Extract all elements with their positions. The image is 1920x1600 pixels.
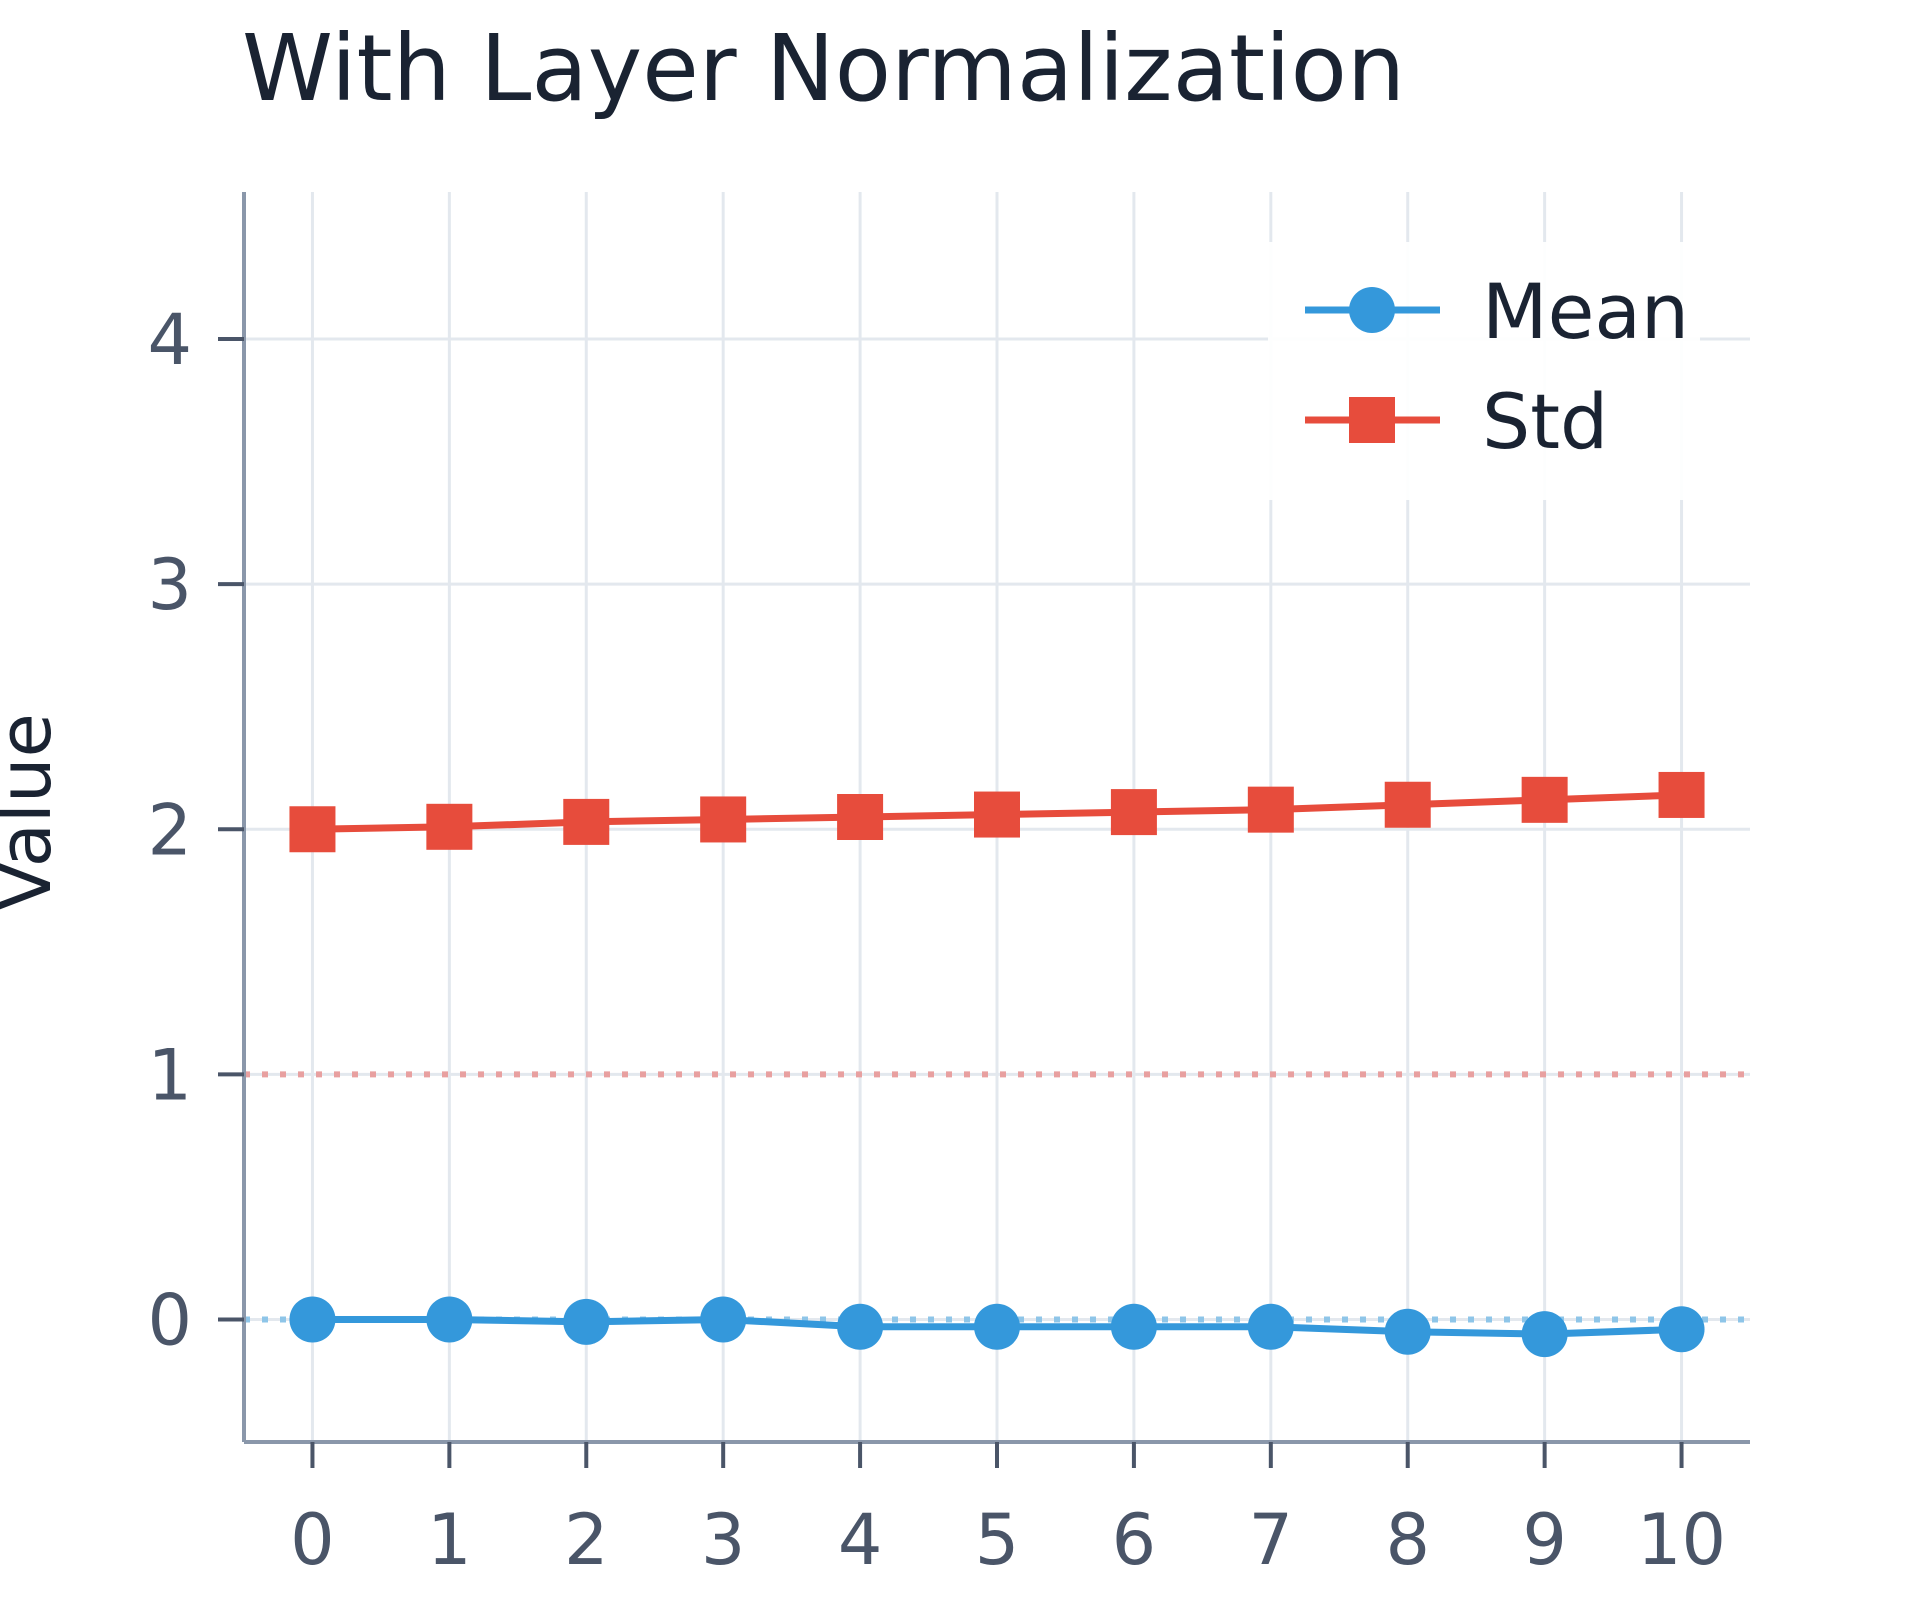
- y-tick-label-2: 2: [147, 789, 192, 871]
- y-tick-label-4: 4: [147, 299, 192, 381]
- std-point-7: [1247, 786, 1294, 833]
- mean-point-7: [1247, 1303, 1294, 1350]
- mean-point-8: [1384, 1308, 1431, 1355]
- legend-std-label: Std: [1482, 377, 1608, 466]
- chart-title: With Layer Normalization: [242, 15, 1405, 122]
- y-tick-label-3: 3: [147, 544, 192, 626]
- std-point-10: [1658, 771, 1705, 818]
- std-point-0: [289, 806, 336, 853]
- mean-point-1: [426, 1296, 473, 1343]
- x-tick-label-4: 4: [838, 1499, 883, 1581]
- legend-box: [1268, 242, 1700, 500]
- legend-std-marker: [1349, 397, 1395, 443]
- mean-point-3: [700, 1296, 747, 1343]
- mean-point-0: [289, 1296, 336, 1343]
- mean-point-4: [837, 1303, 884, 1350]
- series-mean: [289, 1296, 1705, 1358]
- x-tick-label-6: 6: [1112, 1499, 1157, 1581]
- x-tick-label-7: 7: [1249, 1499, 1294, 1581]
- legend-mean-marker: [1349, 287, 1395, 333]
- mean-point-5: [974, 1303, 1020, 1350]
- std-point-2: [563, 798, 610, 845]
- axes: 0 1 2 3 4 0 1 2 3 4 5 6 7 8 9 10: [147, 192, 1750, 1581]
- y-tick-label-1: 1: [147, 1034, 192, 1116]
- legend: Mean Std: [1268, 242, 1700, 500]
- std-point-1: [426, 803, 473, 850]
- mean-point-6: [1110, 1303, 1157, 1350]
- legend-mean-label: Mean: [1482, 267, 1689, 356]
- std-point-3: [700, 796, 747, 843]
- std-point-9: [1521, 776, 1568, 823]
- std-point-6: [1110, 789, 1157, 836]
- x-tick-label-0: 0: [290, 1499, 335, 1581]
- legend-item-std: Std: [1305, 377, 1608, 466]
- legend-item-mean: Mean: [1305, 267, 1689, 356]
- std-point-5: [974, 791, 1020, 838]
- mean-point-2: [563, 1298, 610, 1345]
- mean-point-9: [1521, 1311, 1568, 1358]
- x-tick-label-2: 2: [564, 1499, 609, 1581]
- x-tick-label-8: 8: [1385, 1499, 1430, 1581]
- mean-point-10: [1658, 1306, 1705, 1353]
- x-tick-label-3: 3: [701, 1499, 746, 1581]
- series-std: [289, 771, 1705, 853]
- std-point-8: [1384, 781, 1431, 828]
- series-group: [289, 771, 1705, 1358]
- x-tick-label-9: 9: [1522, 1499, 1567, 1581]
- y-axis-label: Value: [0, 713, 67, 911]
- y-tick-label-0: 0: [147, 1279, 192, 1361]
- x-tick-label-1: 1: [427, 1499, 472, 1581]
- x-tick-label-10: 10: [1637, 1499, 1726, 1581]
- x-tick-label-5: 5: [975, 1499, 1020, 1581]
- std-point-4: [837, 794, 884, 840]
